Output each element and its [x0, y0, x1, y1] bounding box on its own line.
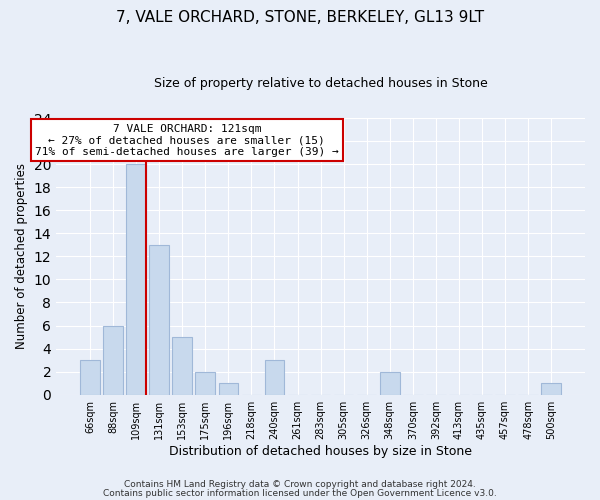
Text: 7, VALE ORCHARD, STONE, BERKELEY, GL13 9LT: 7, VALE ORCHARD, STONE, BERKELEY, GL13 9… — [116, 10, 484, 25]
Text: Contains public sector information licensed under the Open Government Licence v3: Contains public sector information licen… — [103, 489, 497, 498]
Bar — [541, 383, 561, 394]
Bar — [380, 372, 400, 394]
Bar — [172, 337, 192, 394]
Bar — [218, 383, 238, 394]
Bar — [149, 245, 169, 394]
Bar — [80, 360, 100, 394]
Y-axis label: Number of detached properties: Number of detached properties — [15, 164, 28, 350]
Bar — [103, 326, 123, 394]
Bar — [127, 164, 146, 394]
Bar — [265, 360, 284, 394]
X-axis label: Distribution of detached houses by size in Stone: Distribution of detached houses by size … — [169, 444, 472, 458]
Text: 7 VALE ORCHARD: 121sqm
← 27% of detached houses are smaller (15)
71% of semi-det: 7 VALE ORCHARD: 121sqm ← 27% of detached… — [35, 124, 339, 157]
Text: Contains HM Land Registry data © Crown copyright and database right 2024.: Contains HM Land Registry data © Crown c… — [124, 480, 476, 489]
Title: Size of property relative to detached houses in Stone: Size of property relative to detached ho… — [154, 78, 487, 90]
Bar — [196, 372, 215, 394]
